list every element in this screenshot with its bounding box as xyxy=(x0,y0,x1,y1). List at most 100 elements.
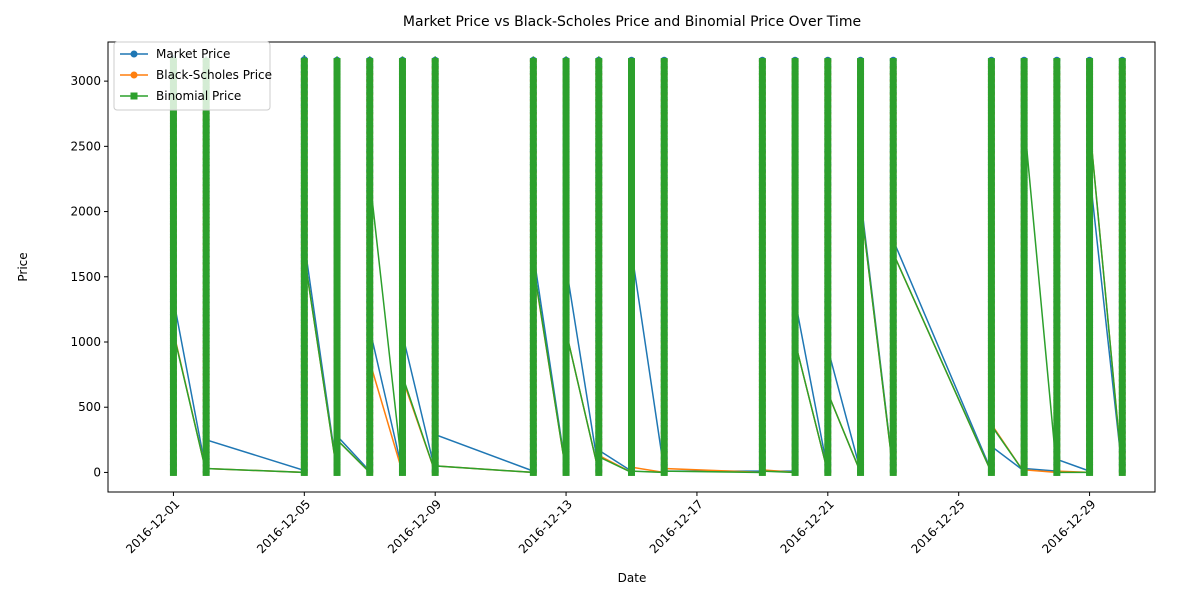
data-point xyxy=(889,266,897,274)
data-point xyxy=(333,90,341,98)
data-point xyxy=(1086,64,1094,72)
data-point xyxy=(431,234,439,242)
data-point xyxy=(398,149,406,157)
data-point xyxy=(202,371,210,379)
data-point xyxy=(333,468,341,476)
data-point xyxy=(628,273,635,281)
data-point xyxy=(333,345,341,353)
data-point xyxy=(202,234,210,242)
data-point xyxy=(333,136,341,144)
data-point xyxy=(169,384,177,392)
data-point xyxy=(431,162,439,170)
data-point xyxy=(1086,299,1094,307)
data-point xyxy=(562,175,570,183)
y-tick-label: 1500 xyxy=(70,270,101,284)
data-point xyxy=(987,292,995,300)
data-point xyxy=(987,116,995,124)
data-point xyxy=(1020,455,1028,463)
data-point xyxy=(1020,110,1028,118)
data-point xyxy=(1086,253,1094,261)
data-point xyxy=(791,208,799,216)
data-point xyxy=(202,305,210,313)
data-point xyxy=(1118,168,1126,176)
data-point xyxy=(333,214,341,222)
data-point xyxy=(169,234,177,242)
data-point xyxy=(824,208,832,216)
data-point xyxy=(529,149,537,157)
data-point xyxy=(1053,136,1061,144)
data-point xyxy=(300,123,308,131)
data-point xyxy=(366,175,374,183)
data-point xyxy=(1086,116,1094,124)
data-point xyxy=(398,377,406,385)
data-point xyxy=(791,305,799,313)
data-point xyxy=(1118,468,1126,476)
data-point xyxy=(300,253,308,261)
data-point xyxy=(202,110,210,118)
data-point xyxy=(857,64,865,72)
data-point xyxy=(1020,234,1028,242)
data-point xyxy=(595,123,603,131)
data-point xyxy=(1053,364,1061,372)
data-point xyxy=(1118,442,1126,450)
data-point xyxy=(758,116,766,124)
data-point xyxy=(1086,155,1094,163)
data-point xyxy=(1053,286,1061,294)
data-point xyxy=(562,129,570,137)
data-point xyxy=(824,325,832,333)
data-point xyxy=(431,149,439,157)
data-point xyxy=(857,221,865,229)
data-point xyxy=(660,240,668,248)
data-point xyxy=(202,410,210,418)
data-point xyxy=(431,201,439,209)
data-point xyxy=(300,273,308,281)
data-point xyxy=(169,286,177,294)
data-point xyxy=(169,273,177,281)
data-point xyxy=(431,116,439,124)
data-point xyxy=(333,201,341,209)
data-point xyxy=(791,429,799,437)
data-point xyxy=(300,64,308,72)
data-point xyxy=(660,345,668,353)
data-point xyxy=(1118,345,1126,353)
data-point xyxy=(431,266,439,274)
data-point xyxy=(791,416,799,424)
data-point xyxy=(1020,155,1028,163)
data-point xyxy=(1020,90,1028,98)
data-point xyxy=(529,299,537,307)
data-point xyxy=(300,325,308,333)
data-point xyxy=(562,221,570,229)
data-point xyxy=(758,97,766,105)
data-point xyxy=(660,149,668,157)
data-point xyxy=(1118,188,1126,196)
data-point xyxy=(889,103,897,111)
data-point xyxy=(1053,129,1061,137)
data-point xyxy=(1086,84,1094,92)
data-point xyxy=(398,123,406,131)
data-point xyxy=(660,292,668,300)
data-point xyxy=(333,221,341,229)
data-point xyxy=(366,312,374,320)
data-point xyxy=(169,429,177,437)
data-point xyxy=(857,175,865,183)
data-point xyxy=(1053,77,1061,85)
data-point xyxy=(1086,103,1094,111)
data-point xyxy=(366,195,374,203)
data-point xyxy=(398,279,406,287)
data-point xyxy=(758,429,766,437)
data-point xyxy=(562,305,570,313)
data-point xyxy=(529,84,537,92)
data-point xyxy=(529,247,537,255)
data-point xyxy=(300,162,308,170)
data-point xyxy=(889,136,897,144)
data-point xyxy=(628,175,635,183)
data-point xyxy=(202,429,210,437)
data-point xyxy=(202,436,210,444)
data-point xyxy=(300,240,308,248)
data-point xyxy=(987,358,995,366)
data-point xyxy=(758,58,766,66)
data-point xyxy=(562,214,570,222)
data-point xyxy=(595,181,603,189)
data-point xyxy=(758,312,766,320)
data-point xyxy=(987,468,995,476)
